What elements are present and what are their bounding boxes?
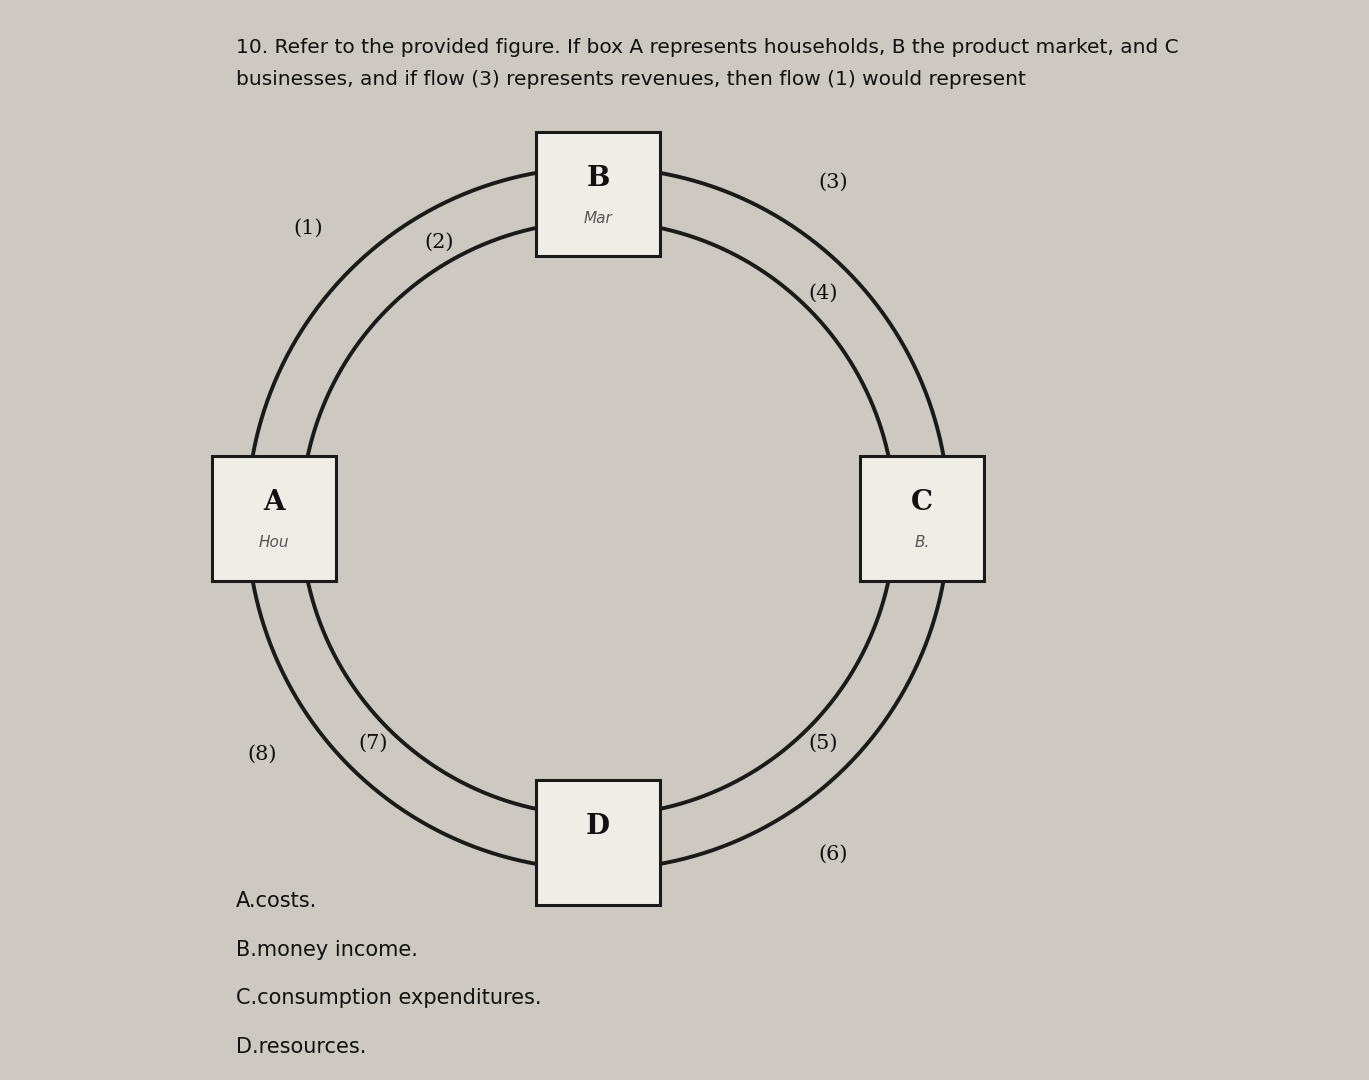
Text: (7): (7) bbox=[359, 734, 387, 753]
Text: (2): (2) bbox=[424, 233, 453, 252]
Text: (4): (4) bbox=[809, 284, 838, 302]
FancyBboxPatch shape bbox=[212, 456, 337, 581]
Text: D.resources.: D.resources. bbox=[237, 1037, 367, 1057]
Text: D: D bbox=[586, 812, 611, 840]
Text: (6): (6) bbox=[819, 845, 849, 864]
Text: 10. Refer to the provided figure. If box A represents households, B the product : 10. Refer to the provided figure. If box… bbox=[237, 38, 1179, 57]
Text: B: B bbox=[586, 164, 609, 191]
FancyBboxPatch shape bbox=[537, 132, 660, 256]
Text: C: C bbox=[912, 488, 934, 515]
Text: C.consumption expenditures.: C.consumption expenditures. bbox=[237, 988, 542, 1009]
Text: B.money income.: B.money income. bbox=[237, 940, 418, 960]
FancyBboxPatch shape bbox=[860, 456, 984, 581]
Text: A.costs.: A.costs. bbox=[237, 891, 318, 912]
Text: B.: B. bbox=[914, 535, 930, 550]
Text: Hou: Hou bbox=[259, 535, 289, 550]
Text: (5): (5) bbox=[809, 734, 838, 753]
Text: A: A bbox=[263, 488, 285, 515]
Text: (8): (8) bbox=[248, 744, 277, 764]
Text: (1): (1) bbox=[293, 219, 323, 238]
FancyBboxPatch shape bbox=[537, 780, 660, 904]
Text: (3): (3) bbox=[819, 173, 849, 192]
Text: businesses, and if flow (3) represents revenues, then flow (1) would represent: businesses, and if flow (3) represents r… bbox=[237, 70, 1027, 90]
Text: Mar: Mar bbox=[583, 211, 612, 226]
